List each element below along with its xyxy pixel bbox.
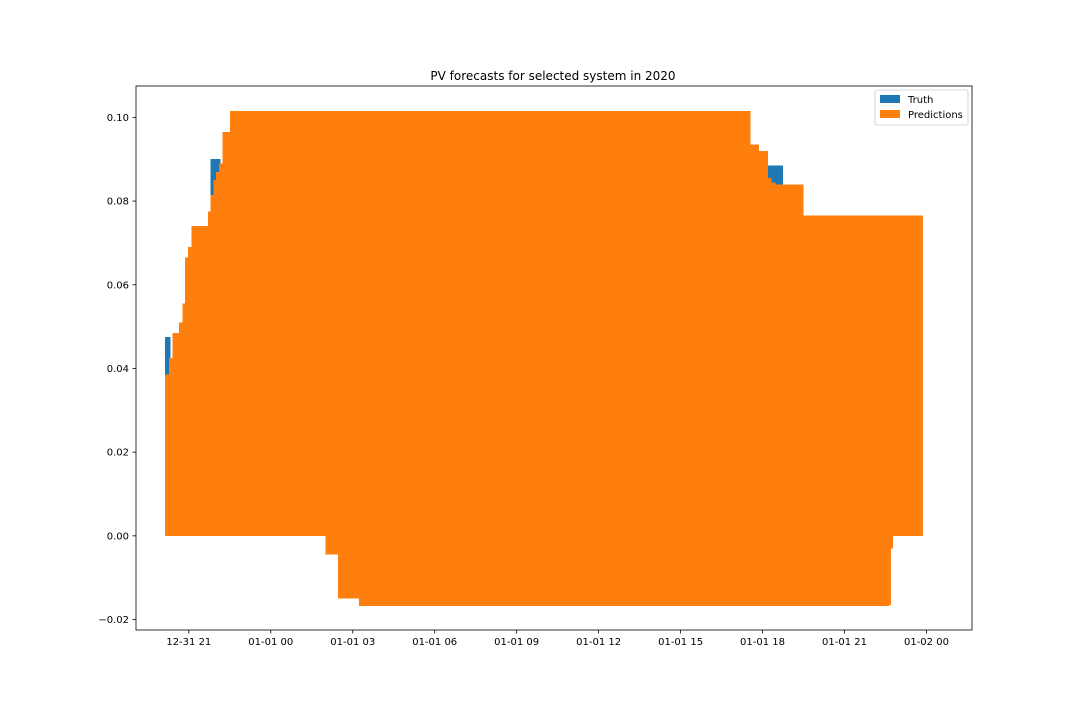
legend-swatch-predictions — [880, 110, 900, 118]
predictions-bar-3 — [178, 322, 183, 536]
predictions-bar-19 — [758, 150, 769, 607]
y-tick-label-4: 0.06 — [107, 280, 129, 291]
predictions-bar-21 — [771, 182, 776, 607]
x-tick-label-4: 01-01 09 — [494, 637, 539, 648]
x-tick-label-0: 12-31 21 — [166, 637, 211, 648]
predictions-bar-23 — [803, 215, 890, 607]
predictions-bar-2 — [172, 332, 179, 536]
predictions-bar-4 — [182, 303, 186, 536]
x-tick-label-7: 01-01 18 — [740, 637, 785, 648]
predictions-bar-1 — [168, 358, 173, 536]
predictions-bar-18 — [750, 144, 759, 607]
x-tick-label-3: 01-01 06 — [412, 637, 457, 648]
y-tick-label-6: 0.10 — [107, 113, 129, 124]
y-tick-label-0: −0.02 — [98, 615, 129, 626]
legend-label-truth: Truth — [907, 95, 933, 106]
x-tick-label-8: 01-01 21 — [822, 637, 867, 648]
legend-label-predictions: Predictions — [908, 110, 963, 121]
predictions-bar-6 — [187, 247, 192, 536]
predictions-bar-24 — [889, 215, 891, 605]
predictions-bar-0 — [165, 374, 169, 536]
predictions-bar-26 — [892, 215, 923, 536]
axes-frame — [135, 85, 973, 631]
predictions-series — [165, 111, 923, 607]
legend-swatch-truth — [880, 95, 900, 103]
x-tick-label-1: 01-01 00 — [248, 637, 293, 648]
x-axis: 12-31 21 01-01 00 01-01 03 01-01 06 01-01 09… — [166, 630, 949, 648]
plot-area — [165, 111, 923, 607]
legend: Truth Predictions — [874, 89, 969, 126]
x-tick-label-2: 01-01 03 — [330, 637, 375, 648]
x-tick-label-5: 01-01 12 — [576, 637, 621, 648]
predictions-bar-11 — [216, 171, 219, 536]
predictions-bar-8 — [207, 211, 211, 536]
chart-title: PV forecasts for selected system in 2020 — [430, 69, 675, 83]
predictions-bar-15 — [325, 111, 339, 555]
predictions-bar-9 — [210, 194, 214, 536]
predictions-bar-17 — [359, 111, 751, 607]
predictions-bar-10 — [213, 180, 217, 536]
y-tick-label-3: 0.04 — [107, 364, 129, 375]
y-tick-label-2: 0.02 — [107, 448, 129, 459]
predictions-bar-16 — [338, 111, 360, 599]
predictions-bar-14 — [229, 111, 326, 536]
y-tick-label-1: 0.00 — [107, 531, 129, 542]
predictions-bar-5 — [185, 257, 188, 536]
y-axis: −0.02 0.00 0.02 0.04 0.06 0.08 0.10 — [98, 113, 136, 626]
predictions-bar-25 — [890, 215, 893, 549]
predictions-bar-7 — [191, 226, 208, 536]
predictions-bar-12 — [218, 163, 223, 536]
x-tick-label-9: 01-02 00 — [904, 637, 949, 648]
y-tick-label-5: 0.08 — [107, 197, 129, 208]
predictions-bar-13 — [222, 132, 230, 536]
x-tick-label-6: 01-01 15 — [658, 637, 703, 648]
predictions-bar-22 — [775, 184, 804, 607]
predictions-bar-20 — [768, 178, 772, 607]
